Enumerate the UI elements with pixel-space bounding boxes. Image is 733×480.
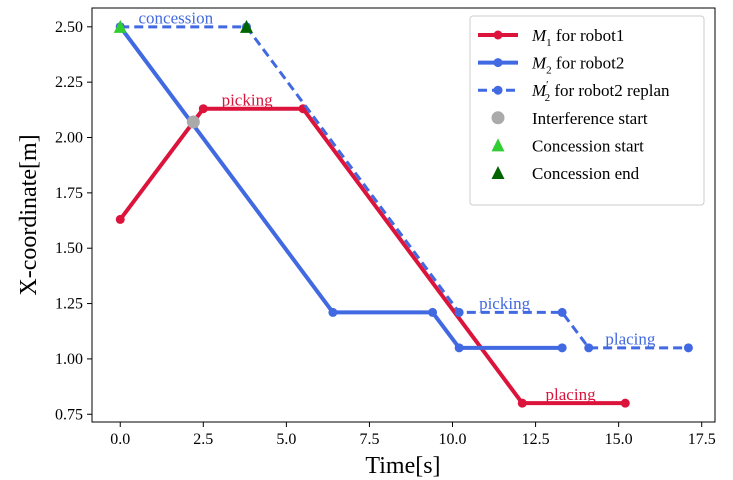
annotation-picking: picking xyxy=(222,90,273,109)
marker-concession-start xyxy=(113,19,127,33)
marker-layer xyxy=(113,19,254,129)
legend-point-0 xyxy=(493,30,503,40)
y-axis-ticks: 0.75 1.00 1.25 1.50 1.75 2.00 2.25 2.50 xyxy=(55,19,92,423)
legend-frame xyxy=(469,15,705,206)
series-0-point xyxy=(517,398,527,408)
series-1-point xyxy=(557,343,567,353)
y-tick-label: 2.25 xyxy=(55,74,83,91)
y-tick-label: 1.50 xyxy=(55,240,83,257)
y-axis-label: X-coordinate[m] xyxy=(16,134,42,295)
annotation-placing: placing xyxy=(605,330,656,349)
y-tick-label: 1.75 xyxy=(55,185,83,202)
series-1-point xyxy=(328,307,338,317)
legend-marker-2 xyxy=(491,166,505,179)
legend-marker-0 xyxy=(491,111,505,125)
legend-label-2: M′ 2 for robot2 replan xyxy=(531,79,670,104)
annotation-concession: concession xyxy=(139,8,214,27)
series-2-point xyxy=(584,343,594,353)
legend-label-1: M2 for robot2 xyxy=(531,54,624,77)
series-2-point xyxy=(454,307,464,317)
series-0-point xyxy=(620,398,630,408)
marker-concession-end xyxy=(240,19,254,33)
series-0-point xyxy=(198,104,208,114)
legend-label-0: M1 for robot1 xyxy=(531,26,624,49)
legend-point-1 xyxy=(493,58,503,68)
marker-interference-start xyxy=(186,115,200,129)
x-tick-label: 0.0 xyxy=(110,431,130,448)
legend-label-5: Concession end xyxy=(532,164,640,183)
x-tick-label: 17.5 xyxy=(688,431,716,448)
y-tick-label: 1.00 xyxy=(55,351,83,368)
x-tick-label: 5.0 xyxy=(276,431,296,448)
annotation-layer: concession picking picking placing placing xyxy=(139,8,656,403)
annotation-picking: picking xyxy=(479,294,530,313)
y-tick-label: 2.50 xyxy=(55,19,83,36)
series-1-point xyxy=(428,307,438,317)
series-2-point xyxy=(557,307,567,317)
series-1-point xyxy=(454,343,464,353)
x-tick-label: 2.5 xyxy=(193,431,213,448)
y-tick-label: 1.25 xyxy=(55,296,83,313)
legend-marker-1 xyxy=(491,138,505,152)
x-axis-label: Time[s] xyxy=(365,453,440,479)
legend-label-3: Interference start xyxy=(532,109,648,128)
series-2-point xyxy=(683,343,693,353)
x-tick-label: 12.5 xyxy=(522,431,550,448)
x-tick-label: 15.0 xyxy=(605,431,633,448)
x-axis-ticks: 0.0 2.5 5.0 7.5 10.0 12.5 15.0 17.5 xyxy=(110,422,716,448)
legend-point-2 xyxy=(493,85,503,95)
series-line-2 xyxy=(120,25,689,350)
series-layer xyxy=(115,22,693,408)
legend-label-4: Concession start xyxy=(532,136,644,155)
x-tick-label: 7.5 xyxy=(359,431,379,448)
y-tick-label: 0.75 xyxy=(55,406,83,423)
y-tick-label: 2.00 xyxy=(55,130,83,147)
series-0-point xyxy=(115,214,125,224)
x-tick-label: 10.0 xyxy=(439,431,467,448)
annotation-placing: placing xyxy=(546,385,597,404)
